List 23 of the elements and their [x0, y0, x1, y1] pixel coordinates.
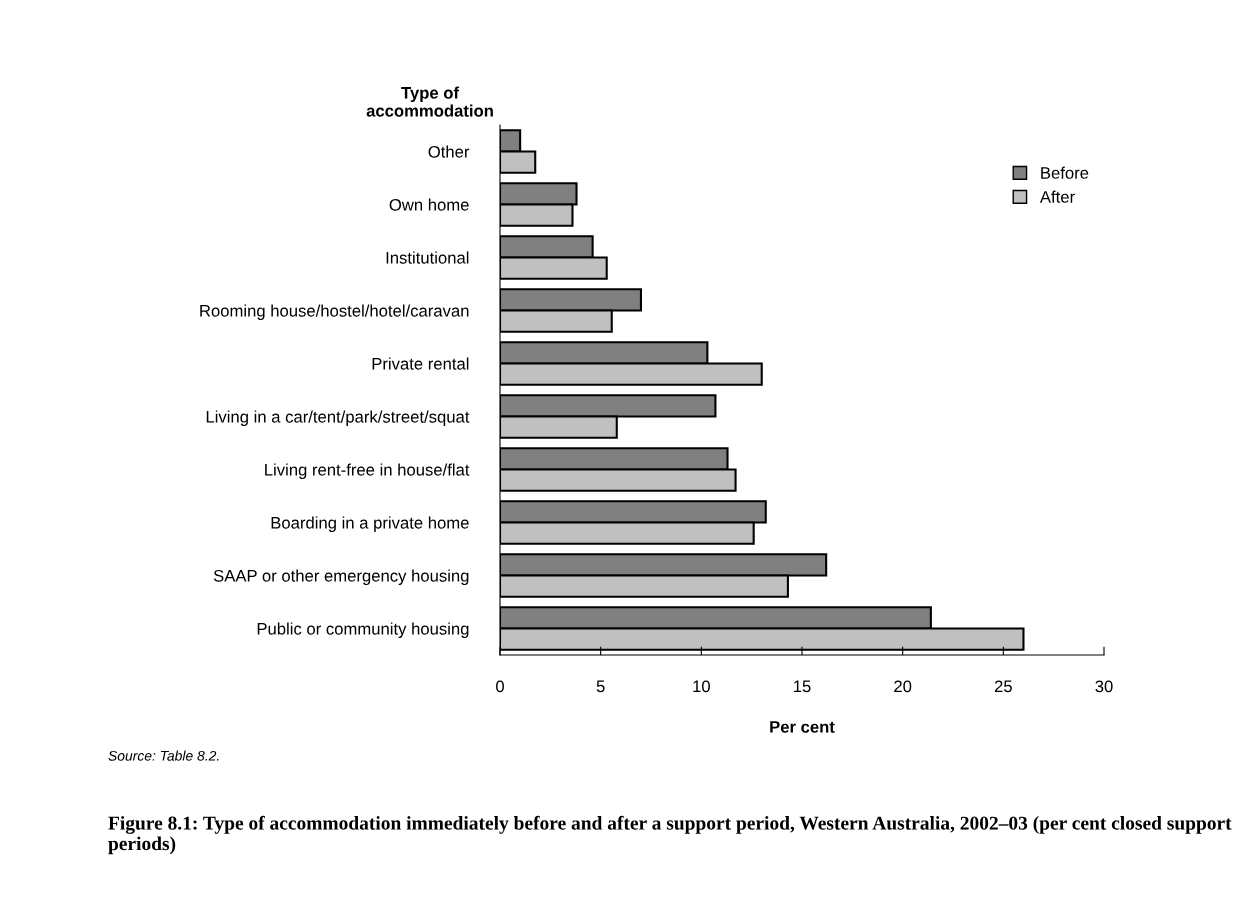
- y-tick-label: Private rental: [372, 357, 469, 370]
- y-axis-title: Type of accommodation: [366, 86, 493, 117]
- y-tick-label: Living in a car/tent/park/street/squat: [206, 410, 470, 426]
- y-tick-label: Other: [428, 145, 470, 158]
- x-tick-label: 15: [794, 680, 811, 693]
- y-tick-label: Rooming house/hostel/hotel/caravan: [200, 304, 469, 320]
- legend-label: After: [1039, 190, 1075, 203]
- source-note: Source: Table 8.2.: [108, 750, 219, 761]
- y-tick-label: Own home: [389, 198, 469, 211]
- y-tick-label: Boarding in a private home: [271, 516, 469, 532]
- y-tick-label: Institutional: [386, 251, 469, 264]
- y-tick-label: SAAP or other emergency housing: [213, 569, 469, 585]
- x-tick-label: 25: [994, 680, 1012, 693]
- x-tick-label: 0: [496, 680, 504, 693]
- x-tick-label: 10: [693, 680, 710, 693]
- legend-label: Before: [1041, 166, 1089, 179]
- x-tick-label: 20: [894, 680, 912, 693]
- x-axis-title: Per cent: [770, 721, 835, 733]
- y-tick-label: Living rent-free in house/flat: [265, 463, 470, 479]
- x-tick-label: 30: [1095, 680, 1113, 693]
- y-tick-label: Public or community housing: [257, 622, 469, 638]
- text: Figure 8.1: Type of accommodation immediately before and after a support period, Western Australia, 2002–03 (per cent closed support periods): [108, 815, 1232, 855]
- x-tick-label: 5: [596, 680, 605, 693]
